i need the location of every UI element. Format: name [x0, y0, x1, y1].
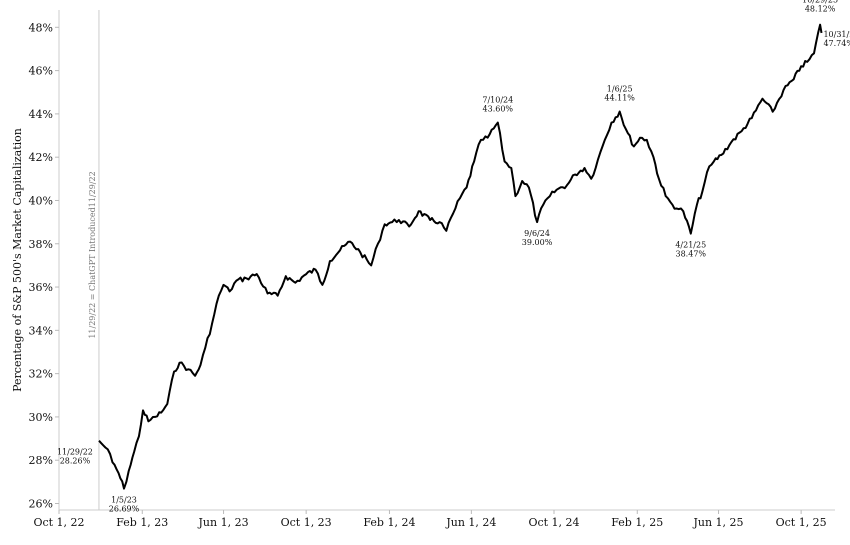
x-tick-label: Jun 1, 25 — [692, 516, 743, 529]
x-tick-label: Feb 1, 23 — [116, 516, 168, 529]
annotation-date: 10/29/25 — [802, 0, 838, 5]
y-tick-label: 30% — [29, 411, 53, 424]
y-tick-label: 34% — [29, 324, 53, 337]
annotation-date: 1/5/23 — [111, 496, 137, 505]
y-tick-label: 26% — [29, 498, 53, 511]
y-tick-label: 32% — [29, 368, 53, 381]
annotation-date: 1/6/25 — [607, 85, 633, 94]
annotation-date: 7/10/24 — [482, 96, 513, 105]
series-layer — [98, 23, 823, 490]
chatgpt-marker: 11/29/22 = ChatGPT Introduced11/29/22 — [88, 10, 100, 510]
x-tick-label: Oct 1, 22 — [33, 516, 84, 529]
annotation-date: 10/31/25 — [823, 30, 850, 39]
annotation: 10/31/2547.74% — [823, 30, 850, 48]
y-tick-label: 38% — [29, 238, 53, 251]
y-axis-title: Percentage of S&P 500's Market Capitaliz… — [11, 128, 24, 392]
y-tick-label: 42% — [29, 151, 53, 164]
x-tick-label: Feb 1, 25 — [611, 516, 663, 529]
x-axis-ticks: Oct 1, 22 Feb 1, 23 Jun 1, 23 Oct 1, 23 Feb … — [33, 510, 827, 529]
x-tick-label: Oct 1, 25 — [776, 516, 827, 529]
annotation-date: 4/21/25 — [675, 241, 706, 250]
y-tick-label: 44% — [29, 108, 53, 121]
y-tick-label: 48% — [29, 21, 53, 34]
x-tick-label: Oct 1, 24 — [528, 516, 579, 529]
annotation-date: 11/29/22 — [57, 448, 93, 457]
annotation-date: 9/6/24 — [524, 229, 550, 238]
x-tick-label: Oct 1, 23 — [281, 516, 332, 529]
annotation-value: 44.11% — [604, 94, 635, 103]
annotation-value: 38.47% — [676, 250, 707, 259]
annotation-value: 48.12% — [805, 5, 836, 14]
x-tick-label: Feb 1, 24 — [363, 516, 415, 529]
annotation-value: 26.69% — [109, 505, 140, 514]
annotation-value: 47.74% — [823, 39, 850, 48]
annotation-value: 43.60% — [483, 105, 514, 114]
y-axis-ticks: 26% 28% 30% 32% 34% 36% 38% 40% 42% 44% 46% 48% — [29, 21, 59, 511]
x-tick-label: Jun 1, 23 — [198, 516, 249, 529]
x-tick-label: Jun 1, 24 — [445, 516, 496, 529]
y-tick-label: 40% — [29, 194, 53, 207]
y-tick-label: 28% — [29, 454, 53, 467]
series-line — [98, 23, 823, 490]
y-tick-label: 46% — [29, 65, 53, 78]
annotation-value: 28.26% — [60, 457, 91, 466]
annotation-value: 39.00% — [522, 238, 553, 247]
y-tick-label: 36% — [29, 281, 53, 294]
chatgpt-marker-label: 11/29/22 = ChatGPT Introduced11/29/22 — [88, 171, 97, 338]
